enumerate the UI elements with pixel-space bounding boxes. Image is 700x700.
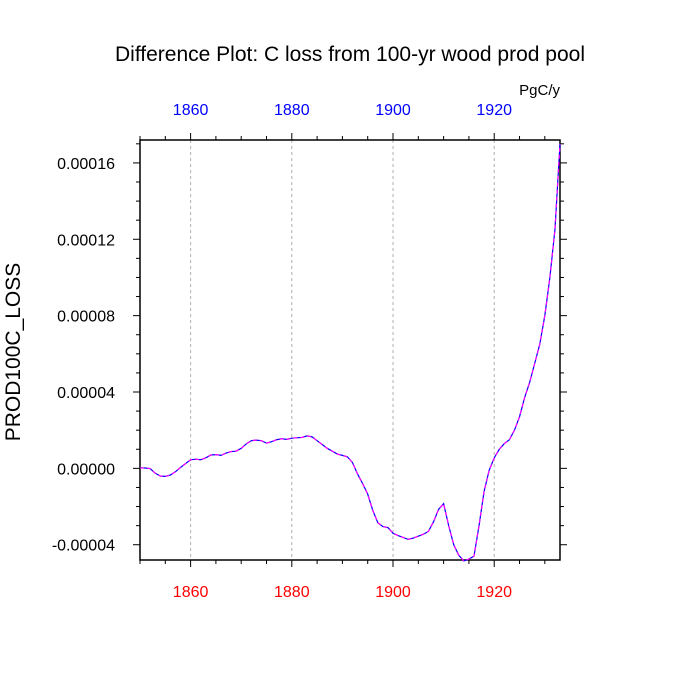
series-line-overlay-0 bbox=[139, 143, 561, 562]
x-tick-label-bottom: 1920 bbox=[476, 584, 512, 601]
x-tick-label-bottom: 1900 bbox=[375, 584, 411, 601]
y-tick-label: 0.00016 bbox=[57, 156, 115, 173]
y-tick-label: 0.00012 bbox=[57, 232, 115, 249]
axis-ticks bbox=[133, 133, 567, 567]
y-axis-label: PROD100C_LOSS bbox=[2, 263, 25, 442]
x-tick-label-top: 1920 bbox=[476, 102, 512, 119]
grid bbox=[190, 140, 495, 560]
x-tick-label-bottom: 1880 bbox=[274, 584, 310, 601]
y-tick-label: 0.00008 bbox=[57, 309, 115, 326]
y-tick-label: 0.00004 bbox=[57, 385, 115, 402]
plot-frame bbox=[139, 139, 561, 561]
series bbox=[139, 143, 561, 562]
tick-labels: 1860 1860 1880 1880 1900 1900 1920 1920 -0.00004… bbox=[52, 102, 512, 601]
x-tick-label-top: 1880 bbox=[274, 102, 310, 119]
x-tick-label-top: 1860 bbox=[173, 102, 209, 119]
y-tick-label: -0.00004 bbox=[52, 538, 115, 555]
chart-title: Difference Plot: C loss from 100-yr wood… bbox=[115, 43, 585, 66]
series-line-0 bbox=[139, 143, 561, 562]
x-tick-label-top: 1900 bbox=[375, 102, 411, 119]
y-tick-label: 0.00000 bbox=[57, 461, 115, 478]
units-label: PgC/y bbox=[519, 82, 560, 99]
plot-border bbox=[139, 139, 561, 561]
x-tick-label-bottom: 1860 bbox=[173, 584, 209, 601]
